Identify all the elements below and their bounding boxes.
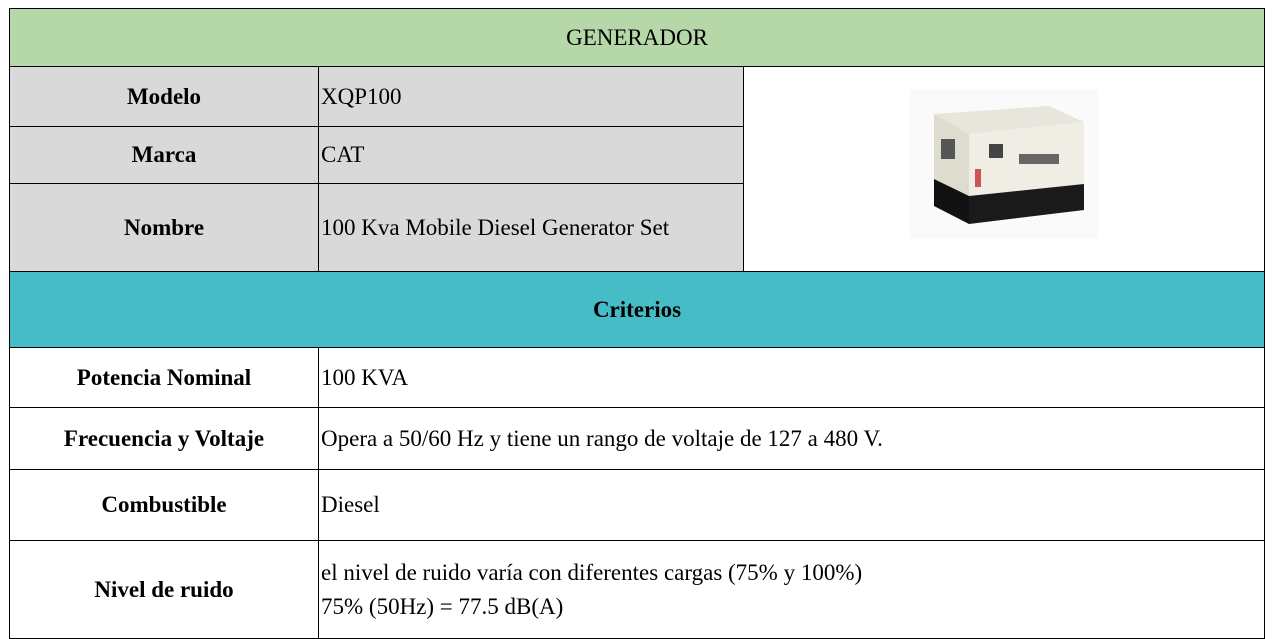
criteria-label: Potencia Nominal xyxy=(9,347,319,408)
spec-row: Nombre 100 Kva Mobile Diesel Generator S… xyxy=(9,183,1265,272)
criteria-value: 100 KVA xyxy=(317,347,1266,408)
value-line: 75% (50Hz) = 77.5 dB(A) xyxy=(321,593,564,619)
criteria-label: Nivel de ruido xyxy=(9,540,319,639)
spec-label: Marca xyxy=(9,126,319,184)
criteria-item: Combustible Diesel xyxy=(9,469,1266,541)
criteria-value: Diesel xyxy=(317,469,1266,541)
spec-table: GENERADOR Modelo XQP100 M xyxy=(8,8,1266,639)
criteria-value: Opera a 50/60 Hz y tiene un rango de vol… xyxy=(317,407,1266,470)
spec-value: CAT xyxy=(318,126,744,184)
spec-value: XQP100 xyxy=(318,66,744,127)
criteria-item: Nivel de ruido el nivel de ruido varía co… xyxy=(9,540,1266,639)
value-line: Diesel xyxy=(321,492,380,518)
criteria-label: Frecuencia y Voltaje xyxy=(9,407,319,470)
table-title: GENERADOR xyxy=(8,8,1266,67)
spec-row: Marca CAT xyxy=(9,126,1265,184)
value-line: 100 KVA xyxy=(321,364,409,390)
value-line: Opera a 50/60 Hz y tiene un rango de vol… xyxy=(321,425,883,451)
criteria-row: Criterios xyxy=(8,271,1266,348)
criteria-item: Potencia Nominal 100 KVA xyxy=(9,347,1266,408)
criteria-value: el nivel de ruido varía con diferentes c… xyxy=(317,540,1266,639)
spec-label: Nombre xyxy=(9,183,319,272)
image-cell xyxy=(742,66,1266,272)
title-row: GENERADOR xyxy=(8,8,1266,67)
criteria-title: Criterios xyxy=(8,271,1266,348)
value-line: el nivel de ruido varía con diferentes c… xyxy=(321,560,863,586)
spec-row: Modelo XQP100 xyxy=(9,66,1266,272)
spec-value: 100 Kva Mobile Diesel Generator Set xyxy=(318,183,744,272)
criteria-item: Frecuencia y Voltaje Opera a 50/60 Hz y t… xyxy=(9,407,1266,470)
generator-image xyxy=(909,89,1100,240)
criteria-label: Combustible xyxy=(9,469,319,541)
spec-label: Modelo xyxy=(9,66,319,127)
